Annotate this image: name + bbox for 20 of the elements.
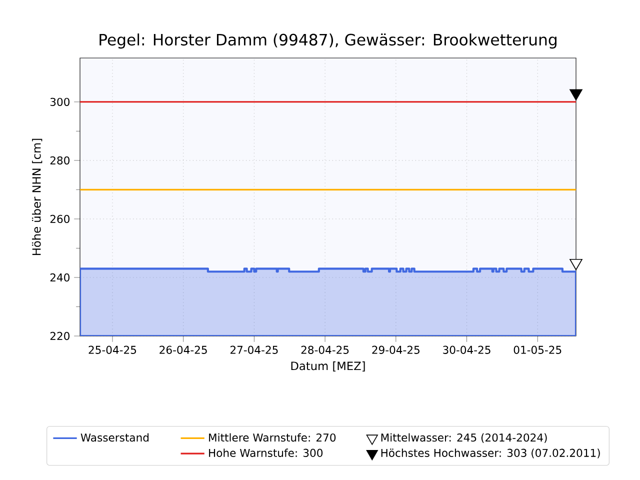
chart-title: Pegel: Horster Damm (99487), Gewässer: Brookwetterung — [100, 33, 556, 49]
legend-label: Mittelwasser: 245 (2014-2024) — [381, 433, 547, 443]
x-tick-label: 30-04-25 — [443, 346, 490, 354]
y-tick-label: 300 — [50, 98, 70, 106]
x-tick-label: 28-04-25 — [301, 346, 349, 354]
y-tick-label: 240 — [50, 273, 70, 282]
x-tick-label: 26-04-25 — [160, 346, 207, 354]
y-tick-label: 220 — [50, 332, 70, 340]
x-tick-label: 27-04-25 — [230, 346, 278, 354]
legend-label: Wasserstand — [80, 433, 149, 442]
y-tick-label: 260 — [50, 214, 70, 224]
x-axis-title: Datum [MEZ] — [291, 361, 365, 372]
x-tick-label: 29-04-25 — [372, 346, 420, 354]
legend-label: Hohe Warnstufe: 300 — [209, 448, 323, 457]
y-axis-title: Höhe über NHN [cm] — [32, 138, 42, 255]
x-tick-label: 01-05-25 — [514, 346, 562, 354]
legend-label: Höchstes Hochwasser: 303 (07.02.2011) — [381, 448, 600, 458]
y-tick-label: 280 — [50, 156, 70, 165]
x-tick-label: 25-04-25 — [88, 346, 136, 354]
legend-label: Mittlere Warnstufe: 270 — [209, 433, 336, 442]
